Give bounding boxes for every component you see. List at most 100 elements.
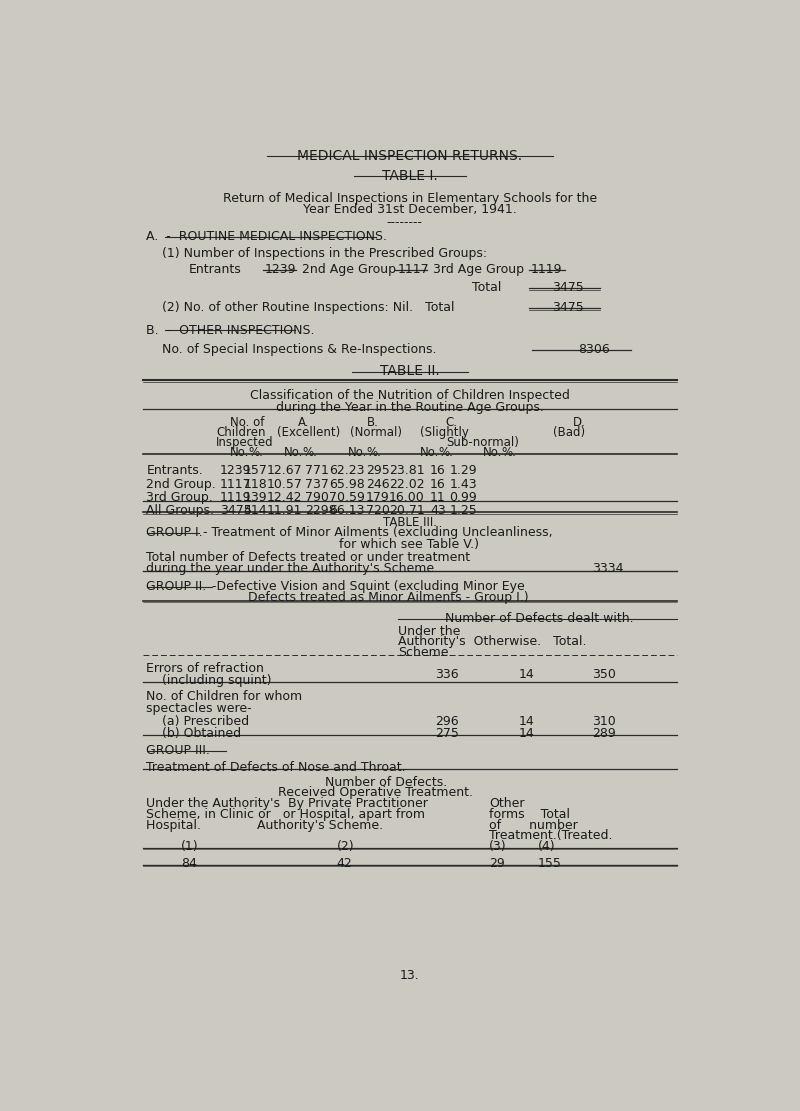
Text: No.: No. [348, 446, 367, 459]
Text: Number of Defects.: Number of Defects. [325, 777, 447, 789]
Text: No.: No. [230, 446, 249, 459]
Text: 65.98: 65.98 [329, 478, 364, 491]
Text: All Groups.: All Groups. [146, 503, 214, 517]
Text: A.  -  ROUTINE MEDICAL INSPECTIONS.: A. - ROUTINE MEDICAL INSPECTIONS. [146, 230, 387, 243]
Text: 11.91: 11.91 [266, 503, 302, 517]
Text: 1119: 1119 [531, 263, 562, 277]
Text: during the year under the Authority's Scheme..........: during the year under the Authority's Sc… [146, 562, 474, 575]
Text: 2nd Age Group: 2nd Age Group [302, 263, 395, 277]
Text: 3475: 3475 [552, 301, 583, 314]
Text: Scheme, in Clinic or   or Hospital, apart from: Scheme, in Clinic or or Hospital, apart … [146, 808, 426, 821]
Text: No.: No. [284, 446, 303, 459]
Text: Under the Authority's  By Private Practitioner: Under the Authority's By Private Practit… [146, 797, 428, 810]
Text: (1) Number of Inspections in the Prescribed Groups:: (1) Number of Inspections in the Prescri… [162, 248, 487, 260]
Text: Received Operative Treatment.: Received Operative Treatment. [278, 787, 474, 799]
Text: 310: 310 [592, 714, 616, 728]
Text: spectacles were-: spectacles were- [146, 701, 252, 714]
Text: 1239: 1239 [265, 263, 297, 277]
Text: forms    Total: forms Total [489, 808, 570, 821]
Text: 84: 84 [182, 857, 198, 870]
Text: --------: -------- [386, 217, 422, 230]
Text: for which see Table V.): for which see Table V.) [199, 538, 479, 551]
Text: C.: C. [445, 416, 457, 429]
Text: 157: 157 [243, 464, 267, 478]
Text: -Defective Vision and Squint (excluding Minor Eye: -Defective Vision and Squint (excluding … [212, 580, 525, 593]
Text: 13.: 13. [400, 969, 420, 982]
Text: 720: 720 [366, 503, 390, 517]
Text: Defects treated as Minor Ailments - Group I.): Defects treated as Minor Ailments - Grou… [212, 591, 529, 604]
Text: 414: 414 [243, 503, 267, 517]
Text: %.: %. [366, 446, 382, 459]
Text: 3475: 3475 [552, 281, 583, 294]
Text: 3rd Group.: 3rd Group. [146, 491, 214, 503]
Text: TABLE II.: TABLE II. [380, 364, 440, 379]
Text: Scheme.: Scheme. [398, 647, 453, 659]
Text: 350: 350 [592, 669, 616, 681]
Text: 1.25: 1.25 [450, 503, 478, 517]
Text: (2) No. of other Routine Inspections: Nil.   Total: (2) No. of other Routine Inspections: Ni… [162, 301, 454, 314]
Text: 10.57: 10.57 [266, 478, 302, 491]
Text: 155: 155 [538, 857, 562, 870]
Text: 2nd Group.: 2nd Group. [146, 478, 216, 491]
Text: (4): (4) [538, 840, 555, 853]
Text: 1.29: 1.29 [450, 464, 477, 478]
Text: 12.67: 12.67 [266, 464, 302, 478]
Text: %.: %. [502, 446, 516, 459]
Text: 16.00: 16.00 [389, 491, 425, 503]
Text: 1117: 1117 [220, 478, 252, 491]
Text: 1117: 1117 [398, 263, 430, 277]
Text: 22.02: 22.02 [389, 478, 425, 491]
Text: (a) Prescribed: (a) Prescribed [146, 714, 250, 728]
Text: 139: 139 [243, 491, 267, 503]
Text: 275: 275 [435, 727, 458, 740]
Text: B.: B. [367, 416, 379, 429]
Text: (2): (2) [336, 840, 354, 853]
Text: Under the: Under the [398, 624, 461, 638]
Text: - Treatment of Minor Ailments (excluding Uncleanliness,: - Treatment of Minor Ailments (excluding… [199, 526, 553, 539]
Text: %.: %. [249, 446, 264, 459]
Text: (Bad): (Bad) [553, 426, 585, 439]
Text: D.: D. [573, 416, 586, 429]
Text: GROUP III.: GROUP III. [146, 744, 210, 757]
Text: 118: 118 [243, 478, 267, 491]
Text: No.: No. [420, 446, 439, 459]
Text: 66.13: 66.13 [329, 503, 364, 517]
Text: 23.81: 23.81 [389, 464, 425, 478]
Text: 790: 790 [306, 491, 330, 503]
Text: 246: 246 [366, 478, 390, 491]
Text: Treatment of Defects of Nose and Throat.: Treatment of Defects of Nose and Throat. [146, 761, 406, 774]
Text: 11: 11 [430, 491, 446, 503]
Text: Authority's  Otherwise.   Total.: Authority's Otherwise. Total. [398, 635, 587, 649]
Text: 29: 29 [489, 857, 505, 870]
Text: 3475: 3475 [220, 503, 252, 517]
Text: Inspected: Inspected [216, 436, 274, 449]
Text: Treatment.(Treated.: Treatment.(Treated. [489, 830, 613, 842]
Text: 70.59: 70.59 [329, 491, 365, 503]
Text: (Slightly: (Slightly [420, 426, 469, 439]
Text: MEDICAL INSPECTION RETURNS.: MEDICAL INSPECTION RETURNS. [298, 149, 522, 162]
Text: (b) Obtained: (b) Obtained [146, 727, 242, 740]
Text: 42: 42 [336, 857, 352, 870]
Text: 1.43: 1.43 [450, 478, 477, 491]
Text: 289: 289 [592, 727, 616, 740]
Text: GROUP II.: GROUP II. [146, 580, 206, 593]
Text: %.: %. [302, 446, 317, 459]
Text: 1239: 1239 [220, 464, 252, 478]
Text: Entrants.: Entrants. [146, 464, 203, 478]
Text: 14: 14 [518, 714, 534, 728]
Text: (3): (3) [489, 840, 506, 853]
Text: (Normal): (Normal) [350, 426, 402, 439]
Text: 16: 16 [430, 478, 446, 491]
Text: B.  -  OTHER INSPECTIONS.: B. - OTHER INSPECTIONS. [146, 323, 315, 337]
Text: Errors of refraction: Errors of refraction [146, 662, 264, 675]
Text: Children: Children [216, 426, 266, 439]
Text: No.: No. [483, 446, 502, 459]
Text: during the Year in the Routine Age Groups.: during the Year in the Routine Age Group… [276, 400, 544, 413]
Text: Classification of the Nutrition of Children Inspected: Classification of the Nutrition of Child… [250, 389, 570, 402]
Text: Return of Medical Inspections in Elementary Schools for the: Return of Medical Inspections in Element… [223, 192, 597, 204]
Text: 1119: 1119 [220, 491, 252, 503]
Text: Entrants: Entrants [189, 263, 242, 277]
Text: 8306: 8306 [578, 343, 610, 356]
Text: A.: A. [298, 416, 309, 429]
Text: %.: %. [438, 446, 454, 459]
